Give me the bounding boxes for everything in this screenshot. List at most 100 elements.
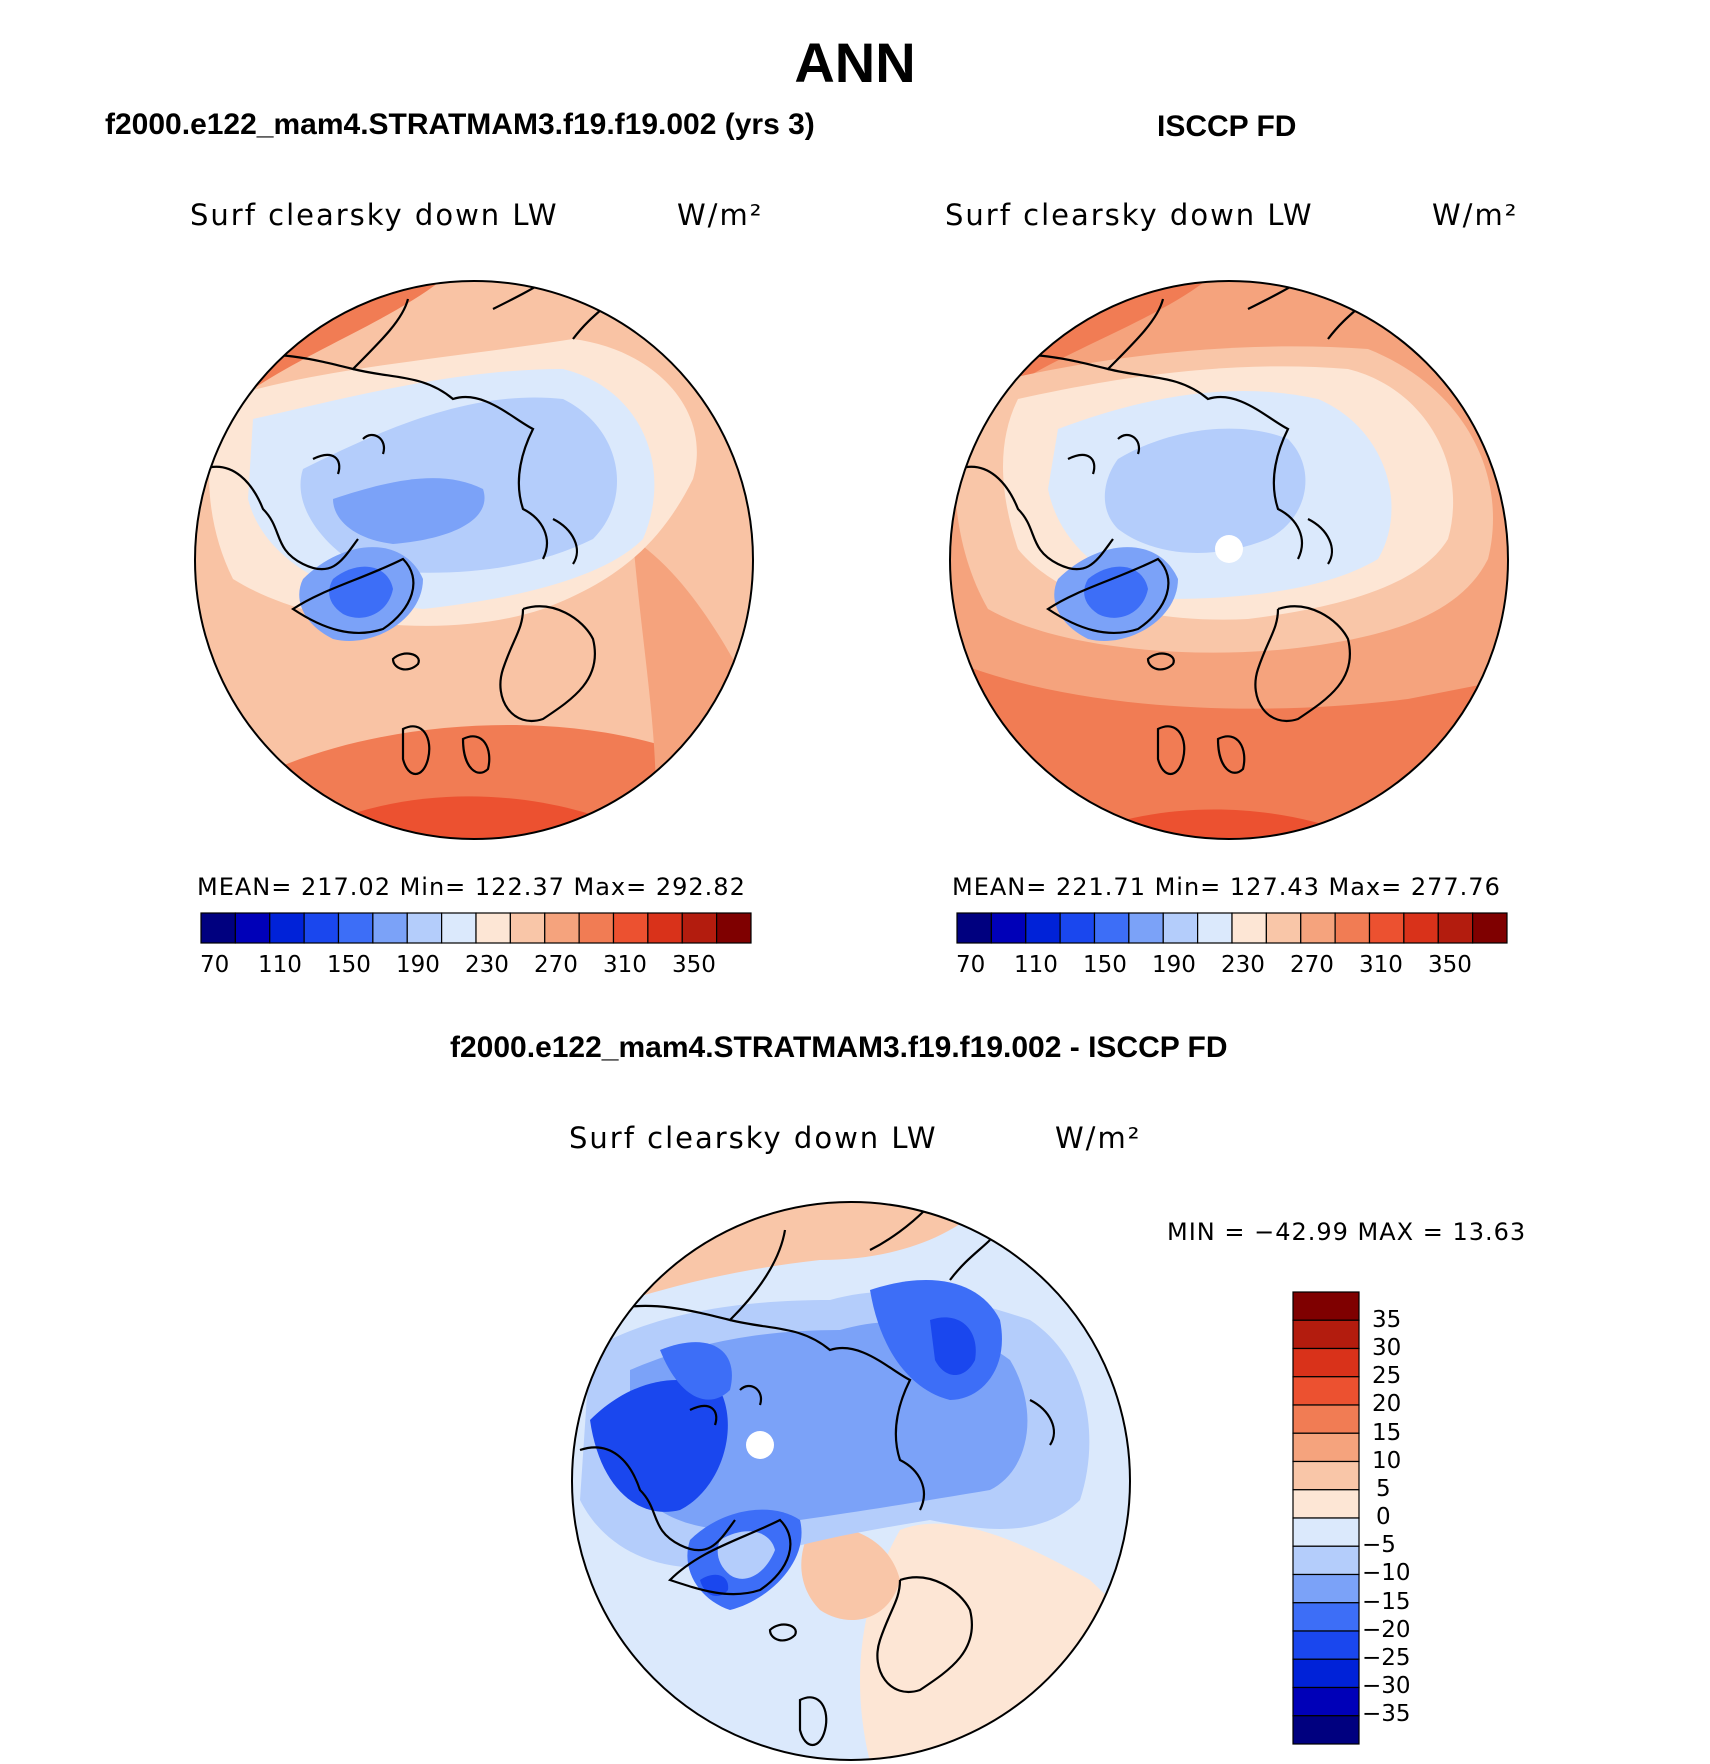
colorbar-swatch <box>1128 912 1164 944</box>
colorbar-swatch <box>1292 1460 1360 1491</box>
diff-tick: 5 <box>1376 1476 1391 1502</box>
colorbar-swatch <box>337 912 374 944</box>
panel-1-polar-map <box>194 280 754 840</box>
colorbar-swatch <box>1292 1658 1360 1689</box>
colorbar-swatch <box>1231 912 1267 944</box>
diff-tick: 35 <box>1372 1307 1402 1333</box>
panel-2-polar-map <box>949 280 1509 840</box>
colorbar-swatch <box>990 912 1027 944</box>
colorbar-swatch <box>1292 1376 1360 1406</box>
colorbar-swatch <box>269 912 305 944</box>
colorbar-swatch <box>234 912 271 944</box>
diff-panel-title: f2000.e122_mam4.STRATMAM3.f19.f19.002 - … <box>450 1031 1228 1064</box>
colorbar-swatch <box>681 912 718 944</box>
colorbar-swatch <box>406 912 443 944</box>
panel-2-tick: 110 <box>1014 952 1058 978</box>
colorbar-swatch <box>1162 912 1199 944</box>
colorbar-swatch <box>1292 1602 1360 1632</box>
diff-tick: −5 <box>1362 1532 1396 1558</box>
panel-1-colorbar <box>200 912 752 944</box>
diff-tick: 15 <box>1372 1420 1402 1446</box>
colorbar-swatch <box>1292 1291 1360 1321</box>
diff-tick: 20 <box>1372 1391 1402 1417</box>
panel-1-tick: 70 <box>200 952 230 978</box>
panel-1-tick: 110 <box>258 952 302 978</box>
figure-title: ANN <box>794 31 916 94</box>
colorbar-swatch <box>1292 1545 1360 1576</box>
colorbar-swatch <box>1292 1573 1360 1604</box>
diff-panel-colorbar <box>1292 1291 1360 1745</box>
diff-tick: −10 <box>1362 1560 1411 1586</box>
panel-1-tick: 150 <box>327 952 371 978</box>
panel-2-tick: 70 <box>956 952 986 978</box>
panel-2-tick: 350 <box>1428 952 1472 978</box>
panel-2-tick: 310 <box>1359 952 1403 978</box>
colorbar-swatch <box>1292 1347 1360 1378</box>
panel-1-title: f2000.e122_mam4.STRATMAM3.f19.f19.002 (y… <box>105 108 815 141</box>
colorbar-swatch <box>1197 912 1233 944</box>
colorbar-swatch <box>1437 912 1474 944</box>
colorbar-swatch <box>1368 912 1405 944</box>
panel-2-variable-label: Surf clearsky down LW <box>945 198 1314 232</box>
colorbar-swatch <box>475 912 511 944</box>
colorbar-swatch <box>1472 912 1508 944</box>
colorbar-swatch <box>1292 1404 1360 1434</box>
colorbar-swatch <box>647 912 683 944</box>
diff-panel-variable-label: Surf clearsky down LW <box>569 1121 938 1155</box>
panel-2-units-label: W/m² <box>1432 198 1519 232</box>
panel-2-tick: 270 <box>1290 952 1334 978</box>
diff-panel-statistics: MIN = −42.99 MAX = 13.63 <box>1167 1218 1527 1246</box>
colorbar-swatch <box>1265 912 1302 944</box>
panel-2-colorbar-ticks: 70 110 150 190 230 270 310 350 <box>956 952 1508 982</box>
colorbar-swatch <box>578 912 615 944</box>
panel-1-variable-label: Surf clearsky down LW <box>190 198 559 232</box>
diff-tick: −35 <box>1362 1701 1411 1727</box>
colorbar-swatch <box>441 912 477 944</box>
colorbar-swatch <box>1025 912 1061 944</box>
colorbar-swatch <box>956 912 992 944</box>
colorbar-swatch <box>372 912 408 944</box>
colorbar-swatch <box>1403 912 1439 944</box>
diff-tick: 10 <box>1372 1448 1402 1474</box>
colorbar-swatch <box>1334 912 1371 944</box>
colorbar-swatch <box>303 912 340 944</box>
diff-panel-colorbar-ticks: 35 30 25 20 15 10 5 0 −5 −10 −15 −20 −25… <box>1362 1291 1462 1745</box>
panel-1-tick: 310 <box>603 952 647 978</box>
diff-tick: 0 <box>1376 1504 1391 1530</box>
colorbar-swatch <box>509 912 546 944</box>
colorbar-swatch <box>1292 1489 1360 1519</box>
panel-1-colorbar-ticks: 70 110 150 190 230 270 310 350 <box>200 952 752 982</box>
colorbar-swatch <box>716 912 752 944</box>
panel-1-statistics: MEAN= 217.02 Min= 122.37 Max= 292.82 <box>197 873 746 901</box>
diff-panel-units-label: W/m² <box>1055 1121 1142 1155</box>
panel-2-colorbar <box>956 912 1508 944</box>
colorbar-swatch <box>544 912 580 944</box>
colorbar-swatch <box>1093 912 1130 944</box>
diff-tick: −20 <box>1362 1617 1411 1643</box>
diff-tick: −30 <box>1362 1673 1411 1699</box>
diff-tick: −25 <box>1362 1645 1411 1671</box>
colorbar-swatch <box>200 912 236 944</box>
colorbar-swatch <box>1292 1319 1360 1350</box>
panel-1-tick: 190 <box>396 952 440 978</box>
panel-2-tick: 190 <box>1152 952 1196 978</box>
diff-panel-polar-map <box>571 1201 1131 1761</box>
colorbar-swatch <box>1292 1630 1360 1660</box>
colorbar-swatch <box>1292 1517 1360 1547</box>
colorbar-swatch <box>1059 912 1096 944</box>
diff-tick: 30 <box>1372 1335 1402 1361</box>
colorbar-swatch <box>1292 1715 1360 1745</box>
panel-1-tick: 230 <box>465 952 509 978</box>
diff-tick: −15 <box>1362 1589 1411 1615</box>
panel-1-units-label: W/m² <box>677 198 764 232</box>
panel-2-tick: 230 <box>1221 952 1265 978</box>
panel-2-statistics: MEAN= 221.71 Min= 127.43 Max= 277.76 <box>952 873 1501 901</box>
panel-1-tick: 270 <box>534 952 578 978</box>
colorbar-swatch <box>1300 912 1336 944</box>
panel-2-title: ISCCP FD <box>1157 110 1297 143</box>
panel-2-tick: 150 <box>1083 952 1127 978</box>
diff-tick: 25 <box>1372 1363 1402 1389</box>
panel-1-tick: 350 <box>672 952 716 978</box>
colorbar-swatch <box>612 912 649 944</box>
colorbar-swatch <box>1292 1432 1360 1463</box>
